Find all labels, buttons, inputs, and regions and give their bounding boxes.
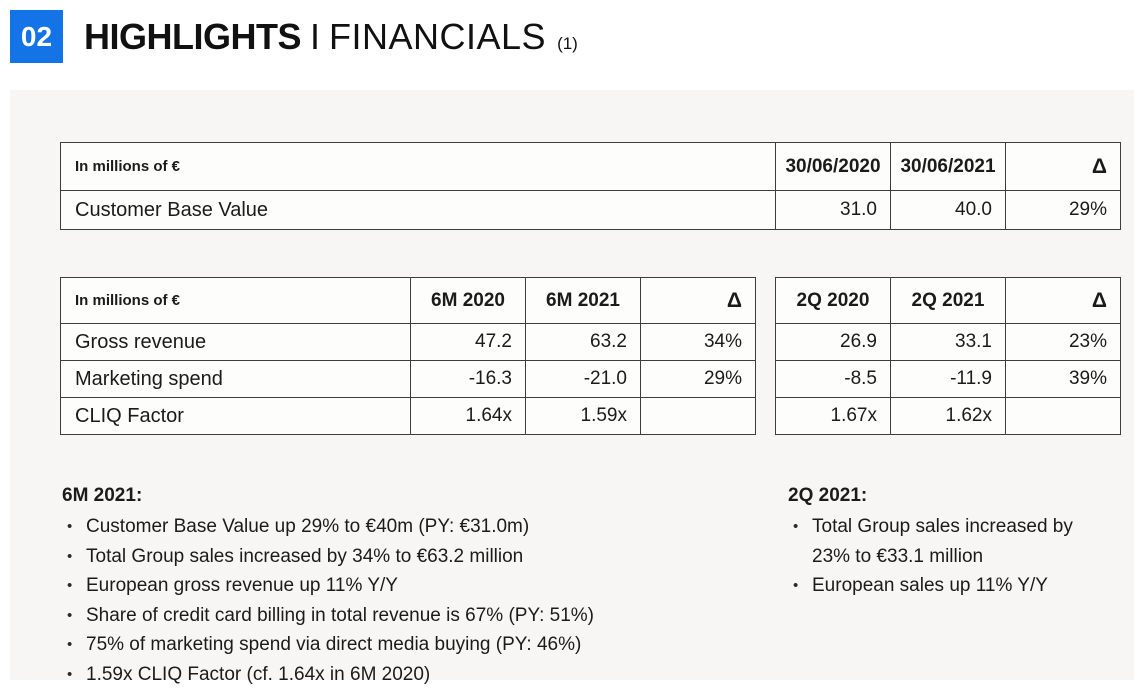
row-label: Customer Base Value: [60, 190, 776, 230]
cell-value-2020: 1.67x: [775, 397, 891, 435]
table-header-row: In millions of € 6M 2020 6M 2021 Δ: [60, 277, 756, 324]
section-number-badge: 02: [10, 10, 63, 63]
list-item: Customer Base Value up 29% to €40m (PY: …: [62, 512, 712, 542]
cell-value-2020: -8.5: [775, 360, 891, 398]
unit-label: In millions of €: [60, 142, 776, 191]
cell-value-2020: 26.9: [775, 323, 891, 361]
notes-6m-2021: 6M 2021: Customer Base Value up 29% to €…: [62, 481, 712, 688]
cell-value-2021: 33.1: [890, 323, 1006, 361]
list-item: 75% of marketing spend via direct media …: [62, 630, 712, 660]
table-header-row: In millions of € 30/06/2020 30/06/2021 Δ: [60, 142, 1121, 191]
row-label: Marketing spend: [60, 360, 411, 398]
notes-heading: 6M 2021:: [62, 485, 143, 506]
notes-list: Total Group sales increased by 23% to €3…: [788, 512, 1106, 601]
title-separator: I: [310, 16, 321, 57]
cell-value-2021: 40.0: [890, 190, 1006, 230]
customer-base-value-table: In millions of € 30/06/2020 30/06/2021 Δ…: [60, 142, 1121, 230]
cell-delta: 29%: [1005, 190, 1121, 230]
column-header-2q-2020: 2Q 2020: [775, 277, 891, 324]
column-header-delta: Δ: [640, 277, 756, 324]
list-item: European gross revenue up 11% Y/Y: [62, 571, 712, 601]
table-header-row: 2Q 2020 2Q 2021 Δ: [775, 277, 1121, 324]
list-item: 1.59x CLIQ Factor (cf. 1.64x in 6M 2020): [62, 660, 712, 688]
cell-delta: 29%: [640, 360, 756, 398]
cell-value-2021: -21.0: [525, 360, 641, 398]
column-header-30-06-2020: 30/06/2020: [775, 142, 891, 191]
table-row: Marketing spend -16.3 -21.0 29%: [60, 360, 756, 398]
column-header-6m-2021: 6M 2021: [525, 277, 641, 324]
list-item: Total Group sales increased by 23% to €3…: [788, 512, 1106, 571]
table-row: 1.67x 1.62x: [775, 397, 1121, 435]
cell-value-2021: 1.59x: [525, 397, 641, 435]
column-header-delta: Δ: [1005, 142, 1121, 191]
title-footnote: (1): [557, 34, 578, 53]
list-item: European sales up 11% Y/Y: [788, 571, 1106, 601]
table-row: Customer Base Value 31.0 40.0 29%: [60, 190, 1121, 230]
table-row: -8.5 -11.9 39%: [775, 360, 1121, 398]
cell-delta: 34%: [640, 323, 756, 361]
cell-value-2020: 47.2: [410, 323, 526, 361]
title-primary: HIGHLIGHTS: [84, 16, 302, 57]
page-title: HIGHLIGHTS I FINANCIALS (1): [84, 12, 578, 62]
table-row: CLIQ Factor 1.64x 1.59x: [60, 397, 756, 435]
cell-value-2020: 31.0: [775, 190, 891, 230]
list-item: Total Group sales increased by 34% to €6…: [62, 542, 712, 572]
column-header-2q-2021: 2Q 2021: [890, 277, 1006, 324]
cell-delta: 39%: [1005, 360, 1121, 398]
column-header-30-06-2021: 30/06/2021: [890, 142, 1006, 191]
cell-value-2020: 1.64x: [410, 397, 526, 435]
notes-heading: 2Q 2021:: [788, 485, 868, 506]
table-row: Gross revenue 47.2 63.2 34%: [60, 323, 756, 361]
quarter-table: 2Q 2020 2Q 2021 Δ 26.9 33.1 23% -8.5 -11…: [775, 277, 1121, 435]
title-secondary: FINANCIALS: [329, 16, 547, 57]
empty-cell: [1005, 397, 1121, 435]
half-year-table: In millions of € 6M 2020 6M 2021 Δ Gross…: [60, 277, 756, 435]
unit-label: In millions of €: [60, 277, 411, 324]
column-header-6m-2020: 6M 2020: [410, 277, 526, 324]
table-row: 26.9 33.1 23%: [775, 323, 1121, 361]
row-label: CLIQ Factor: [60, 397, 411, 435]
column-header-delta: Δ: [1005, 277, 1121, 324]
row-label: Gross revenue: [60, 323, 411, 361]
list-item: Share of credit card billing in total re…: [62, 601, 712, 631]
cell-delta: 23%: [1005, 323, 1121, 361]
empty-cell: [640, 397, 756, 435]
cell-value-2021: -11.9: [890, 360, 1006, 398]
notes-list: Customer Base Value up 29% to €40m (PY: …: [62, 512, 712, 688]
cell-value-2021: 63.2: [525, 323, 641, 361]
notes-2q-2021: 2Q 2021: Total Group sales increased by …: [788, 481, 1106, 601]
cell-value-2020: -16.3: [410, 360, 526, 398]
cell-value-2021: 1.62x: [890, 397, 1006, 435]
